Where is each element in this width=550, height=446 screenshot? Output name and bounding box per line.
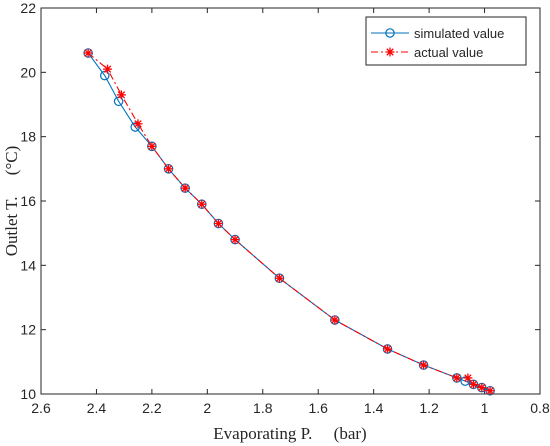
axis-ticks: 2.6 2.4 2.2 2 1.8 1.6 1.4 1.2 1 0.8 10 12 14 16 18 20 22 (20, 0, 550, 416)
y-tick-label: 10 (20, 386, 36, 402)
legend-box (365, 16, 527, 66)
star-stroke (478, 383, 486, 392)
actual-point (274, 273, 284, 283)
y-tick-label: 12 (20, 322, 36, 338)
y-tick-label: 22 (20, 0, 36, 16)
star-stroke (164, 165, 173, 173)
x-tick-label: 2 (203, 400, 211, 416)
x-tick-label: 2.4 (87, 400, 107, 416)
actual-point (463, 373, 473, 383)
legend: simulated value actual value (365, 16, 527, 66)
actual-point (419, 360, 429, 370)
star-stroke (453, 374, 461, 382)
star-stroke (117, 91, 126, 99)
y-tick-label: 20 (20, 64, 36, 80)
x-tick-label: 1 (481, 400, 489, 416)
x-tick-label: 2.6 (31, 400, 51, 416)
actual-point (83, 48, 93, 58)
plot-area (40, 7, 541, 395)
legend-marker-simulated (385, 28, 395, 38)
actual-point (213, 219, 223, 229)
star-stroke (464, 374, 472, 382)
y-tick-label: 18 (20, 129, 36, 145)
star-stroke (214, 219, 223, 228)
simulated-point (460, 376, 470, 386)
star-stroke (231, 235, 239, 244)
star-stroke (103, 65, 112, 73)
simulated-point (130, 122, 141, 132)
actual-point (485, 386, 495, 396)
star-stroke (419, 361, 428, 369)
actual-point (116, 90, 126, 100)
x-tick-label: 0.8 (530, 400, 550, 416)
actual-point (180, 183, 190, 193)
star-stroke (84, 49, 92, 57)
star-stroke (331, 316, 339, 324)
star-stroke (486, 387, 494, 395)
y-tick-label: 14 (20, 257, 36, 273)
y-axis-title: Outlet T. (°C) (2, 146, 21, 257)
x-tick-label: 1.4 (364, 400, 384, 416)
star-stroke (386, 48, 394, 56)
x-tick-label: 2.2 (142, 400, 162, 416)
actual-point (383, 344, 393, 354)
x-tick-label: 1.8 (253, 400, 273, 416)
actual-point (197, 199, 207, 209)
actual-point (452, 373, 462, 383)
x-tick-label: 1.2 (419, 400, 439, 416)
legend-marker-actual (385, 47, 395, 57)
y-tick-label: 16 (20, 193, 36, 209)
x-axis-title: Evaporating P. (bar) (213, 424, 366, 443)
legend-label-actual: actual value (414, 45, 483, 60)
star-stroke (198, 200, 206, 208)
series-markers (83, 48, 495, 396)
actual-point (147, 141, 157, 151)
actual-point (330, 315, 340, 325)
star-stroke (469, 380, 478, 389)
star-stroke (383, 345, 392, 353)
star-stroke (148, 142, 156, 151)
actual-point (133, 119, 143, 129)
star-stroke (275, 274, 284, 282)
legend-label-simulated: simulated value (414, 26, 504, 41)
actual-point (477, 383, 487, 393)
actual-point (230, 235, 240, 245)
actual-point (468, 379, 478, 389)
x-tick-label: 1.6 (308, 400, 328, 416)
star-stroke (181, 184, 189, 192)
actual-point (164, 164, 174, 174)
actual-point (103, 64, 113, 74)
star-stroke (134, 120, 142, 128)
